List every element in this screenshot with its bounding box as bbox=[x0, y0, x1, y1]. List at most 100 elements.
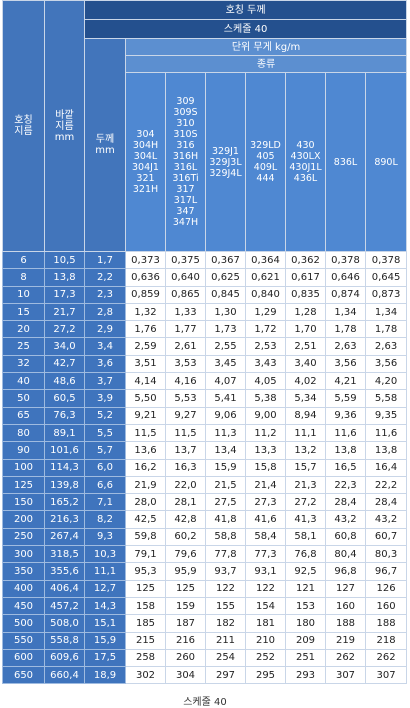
table-cell: 21,9 bbox=[125, 475, 166, 495]
table-row: 500 508,0 15,1 185 187 182 181 180 188 188 bbox=[2, 614, 408, 633]
table-cell: 126 bbox=[364, 579, 408, 598]
table-cell: 121 bbox=[285, 579, 326, 598]
table-cell: 15,8 bbox=[245, 458, 286, 477]
table-cell: 0,621 bbox=[245, 268, 286, 287]
table-cell: 304 bbox=[165, 666, 206, 685]
table-cell: 95,3 bbox=[125, 562, 166, 581]
table-cell: 42,5 bbox=[125, 510, 166, 529]
table-row: 200 216,3 8,2 42,5 42,8 41,8 41,6 41,3 43,2 43,2 bbox=[2, 510, 408, 529]
table-cell: 6,6 bbox=[84, 475, 126, 495]
table-cell: 8,2 bbox=[84, 510, 126, 529]
table-cell: 34,0 bbox=[44, 337, 85, 356]
table-cell: 16,2 bbox=[125, 458, 166, 477]
table-row: 125 139,8 6,6 21,9 22,0 21,5 21,4 21,3 22,3 22,2 bbox=[2, 475, 408, 495]
table-cell: 9,21 bbox=[125, 406, 166, 425]
table-cell: 1,32 bbox=[125, 302, 166, 322]
table-cell: 8 bbox=[2, 268, 45, 287]
table-cell: 20 bbox=[2, 320, 45, 339]
table-cell: 609,6 bbox=[44, 648, 85, 668]
table-cell: 100 bbox=[2, 458, 45, 477]
table-cell: 80,4 bbox=[325, 545, 366, 564]
table-row: 250 267,4 9,3 59,8 60,2 58,8 58,4 58,1 60,8 60,7 bbox=[2, 527, 408, 547]
table-cell: 60,8 bbox=[325, 527, 366, 547]
table-cell: 5,7 bbox=[84, 441, 126, 460]
table-cell: 27,2 bbox=[285, 493, 326, 512]
table-cell: 79,6 bbox=[165, 545, 206, 564]
table-cell: 0,645 bbox=[364, 268, 408, 287]
table-cell: 4,14 bbox=[125, 372, 166, 391]
grade-header: 304 304H 304L 304J1 321 321H bbox=[125, 72, 166, 252]
table-cell: 558,8 bbox=[44, 631, 85, 650]
table-cell: 216,3 bbox=[44, 510, 85, 529]
table-row: 450 457,2 14,3 158 159 155 154 153 160 160 bbox=[2, 596, 408, 616]
header-cell: 바깥 지름 mm bbox=[44, 0, 85, 252]
table-cell: 5,53 bbox=[165, 389, 206, 408]
table-cell: 5,5 bbox=[84, 423, 126, 443]
table-cell: 550 bbox=[2, 631, 45, 650]
table-cell: 9,3 bbox=[84, 527, 126, 547]
table-cell: 43,2 bbox=[325, 510, 366, 529]
table-cell: 251 bbox=[285, 648, 326, 668]
table-cell: 3,53 bbox=[165, 354, 206, 374]
table-cell: 355,6 bbox=[44, 562, 85, 581]
table-cell: 13,4 bbox=[205, 441, 246, 460]
table-cell: 122 bbox=[245, 579, 286, 598]
table-cell: 10,5 bbox=[44, 250, 85, 270]
table-cell: 32 bbox=[2, 354, 45, 374]
table-cell: 0,625 bbox=[205, 268, 246, 287]
table-cell: 600 bbox=[2, 648, 45, 668]
table-cell: 50 bbox=[2, 389, 45, 408]
table-cell: 28,4 bbox=[364, 493, 408, 512]
table-cell: 4,05 bbox=[245, 372, 286, 391]
table-cell: 59,8 bbox=[125, 527, 166, 547]
table-cell: 5,58 bbox=[364, 389, 408, 408]
table-cell: 182 bbox=[205, 614, 246, 633]
table-cell: 5,41 bbox=[205, 389, 246, 408]
table-cell: 10,3 bbox=[84, 545, 126, 564]
table-cell: 297 bbox=[205, 666, 246, 685]
table-row: 400 406,4 12,7 125 125 122 122 121 127 126 bbox=[2, 579, 408, 598]
table-cell: 0,865 bbox=[165, 285, 206, 304]
table-cell: 2,63 bbox=[325, 337, 366, 356]
table-cell: 11,2 bbox=[245, 423, 286, 443]
table-cell: 16,3 bbox=[165, 458, 206, 477]
table-row: 90 101,6 5,7 13,6 13,7 13,4 13,3 13,2 13,8 13,8 bbox=[2, 441, 408, 460]
header-cell: 단위 무게 kg/m bbox=[124, 38, 408, 56]
table-cell: 3,43 bbox=[245, 354, 286, 374]
table-row: 15 21,7 2,8 1,32 1,33 1,30 1,29 1,28 1,34 1,34 bbox=[2, 302, 408, 322]
table-cell: 11,6 bbox=[364, 423, 408, 443]
table-row: 100 114,3 6,0 16,2 16,3 15,9 15,8 15,7 16,5 16,4 bbox=[2, 458, 408, 477]
table-cell: 3,9 bbox=[84, 389, 126, 408]
table-cell: 58,8 bbox=[205, 527, 246, 547]
table-cell: 0,378 bbox=[325, 250, 366, 270]
table-cell: 17,3 bbox=[44, 285, 85, 304]
table-cell: 21,5 bbox=[205, 475, 246, 495]
table-cell: 28,1 bbox=[165, 493, 206, 512]
table-row: 6 10,5 1,7 0,373 0,375 0,367 0,364 0,362 0,378 0,… bbox=[2, 250, 408, 270]
table-cell: 262 bbox=[364, 648, 408, 668]
table-cell: 0,375 bbox=[165, 250, 206, 270]
table-cell: 188 bbox=[325, 614, 366, 633]
table-cell: 307 bbox=[364, 666, 408, 685]
table-cell: 450 bbox=[2, 596, 45, 616]
table-row: 32 42,7 3,6 3,51 3,53 3,45 3,43 3,40 3,56 3,56 bbox=[2, 354, 408, 374]
table-cell: 76,8 bbox=[285, 545, 326, 564]
table-cell: 96,8 bbox=[325, 562, 366, 581]
table-cell: 2,61 bbox=[165, 337, 206, 356]
table-cell: 60,2 bbox=[165, 527, 206, 547]
table-cell: 406,4 bbox=[44, 579, 85, 598]
table-row: 350 355,6 11,1 95,3 95,9 93,7 93,1 92,5 96,8 96,7 bbox=[2, 562, 408, 581]
table-cell: 16,4 bbox=[364, 458, 408, 477]
table-cell: 160 bbox=[325, 596, 366, 616]
table-cell: 15,9 bbox=[84, 631, 126, 650]
table-cell: 122 bbox=[205, 579, 246, 598]
table-cell: 27,5 bbox=[205, 493, 246, 512]
table-cell: 267,4 bbox=[44, 527, 85, 547]
table-cell: 0,636 bbox=[125, 268, 166, 287]
table-cell: 500 bbox=[2, 614, 45, 633]
table-cell: 90 bbox=[2, 441, 45, 460]
table-cell: 48,6 bbox=[44, 372, 85, 391]
table-cell: 58,4 bbox=[245, 527, 286, 547]
table-cell: 22,2 bbox=[364, 475, 408, 495]
